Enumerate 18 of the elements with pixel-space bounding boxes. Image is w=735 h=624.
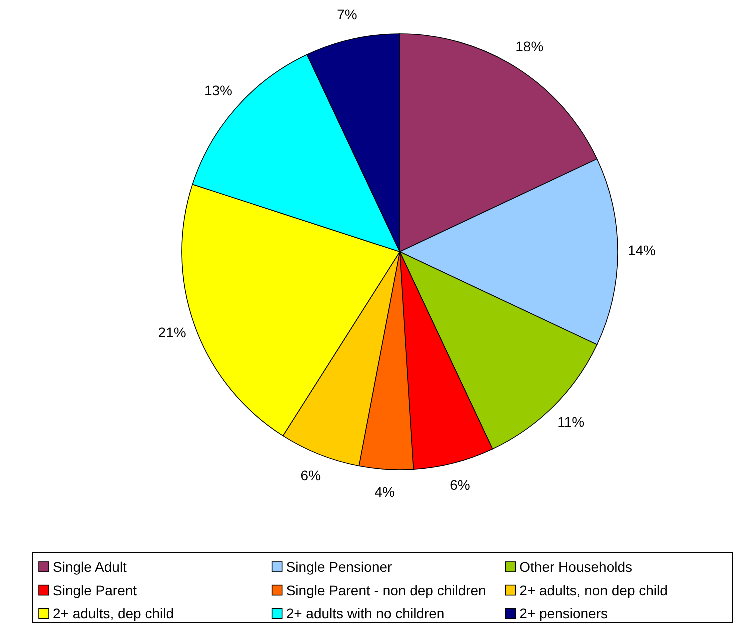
legend-label: Other Households bbox=[520, 559, 633, 575]
data-label: 13% bbox=[204, 82, 232, 99]
legend-label: Single Adult bbox=[53, 559, 128, 575]
legend-label: 2+ adults, dep child bbox=[53, 606, 174, 622]
legend-label: 2+ pensioners bbox=[520, 606, 608, 622]
data-label: 18% bbox=[516, 38, 544, 54]
legend-label: 2+ adults with no children bbox=[286, 606, 445, 622]
data-label: 21% bbox=[158, 324, 186, 341]
legend-label: 2+ adults, non dep child bbox=[520, 582, 668, 598]
legend-label: Single Parent bbox=[53, 582, 138, 598]
legend-label: Single Pensioner bbox=[286, 559, 393, 575]
data-label: 6% bbox=[450, 477, 470, 494]
data-label: 14% bbox=[628, 242, 656, 259]
data-label: 11% bbox=[558, 414, 585, 430]
data-label: 6% bbox=[300, 468, 322, 484]
data-label: 4% bbox=[374, 484, 395, 500]
data-label: 7% bbox=[337, 6, 358, 23]
legend-label: Single Parent - non dep children bbox=[286, 582, 486, 598]
